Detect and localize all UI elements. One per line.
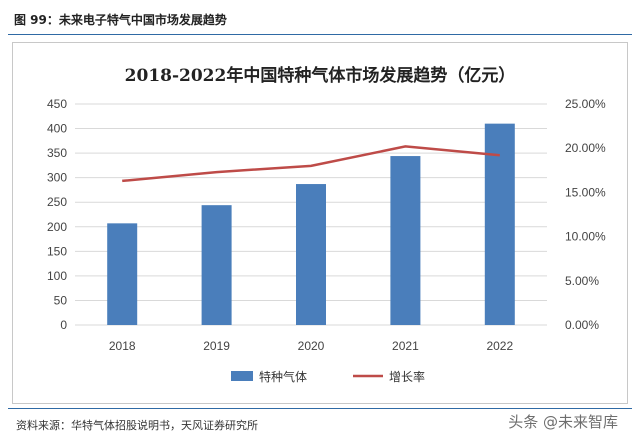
x-tick-label: 2019	[203, 339, 230, 353]
legend-swatch-bar	[231, 371, 253, 381]
bar	[296, 184, 326, 325]
x-axis: 2018 2019 2020 2021 2022	[109, 339, 514, 353]
y-left-tick-label: 0	[60, 318, 67, 332]
y-left-tick-label: 350	[47, 146, 67, 160]
y-left-tick-label: 250	[47, 195, 67, 209]
line-series	[122, 145, 500, 183]
x-tick-label: 2021	[392, 339, 419, 353]
y-left-tick-label: 150	[47, 244, 67, 258]
y-right-tick-label: 25.00%	[565, 97, 606, 111]
chart-title: 2018-2022年中国特种气体市场发展趋势（亿元）	[125, 65, 516, 86]
y-right-tick-label: 5.00%	[565, 274, 599, 288]
combo-chart: 2018-2022年中国特种气体市场发展趋势（亿元） 0 50 100 150 200 2…	[47, 65, 606, 384]
bar	[107, 223, 138, 325]
y-right-tick-label: 10.00%	[565, 230, 606, 244]
x-tick-label: 2020	[298, 339, 325, 353]
figure-header: 图 99：未来电子特气中国市场发展趋势	[8, 8, 632, 35]
bar	[484, 123, 515, 326]
y-axis-left: 0 50 100 150 200 250 300 350 400 450	[47, 97, 67, 332]
source-note: 资料来源：华特气体招股说明书，天风证券研究所	[16, 419, 258, 432]
y-left-tick-label: 450	[47, 97, 67, 111]
watermark: 头条 @未来智库	[508, 413, 618, 431]
bar-series	[107, 123, 515, 326]
legend: 特种气体 增长率	[231, 369, 425, 384]
y-left-tick-label: 400	[47, 122, 67, 136]
figure-footer: 资料来源：华特气体招股说明书，天风证券研究所 头条 @未来智库	[8, 408, 632, 439]
bar	[201, 205, 232, 325]
y-right-tick-label: 20.00%	[565, 141, 606, 155]
legend-label-bar: 特种气体	[259, 369, 307, 384]
y-right-tick-label: 0.00%	[565, 318, 599, 332]
y-left-tick-label: 200	[47, 220, 67, 234]
y-axis-right: 0.00% 5.00% 10.00% 15.00% 20.00% 25.00%	[565, 97, 606, 332]
y-left-tick-label: 300	[47, 171, 67, 185]
legend-label-line: 增长率	[389, 369, 425, 384]
y-left-tick-label: 100	[47, 269, 67, 283]
y-left-tick-label: 50	[54, 293, 68, 307]
growth-line	[122, 145, 500, 183]
figure-caption: 图 99：未来电子特气中国市场发展趋势	[14, 13, 227, 27]
x-tick-label: 2018	[109, 339, 136, 353]
bar	[390, 156, 421, 325]
x-tick-label: 2022	[486, 339, 513, 353]
chart-container: 2018-2022年中国特种气体市场发展趋势（亿元） 0 50 100 150 200 2…	[12, 42, 628, 404]
y-right-tick-label: 15.00%	[565, 185, 606, 199]
